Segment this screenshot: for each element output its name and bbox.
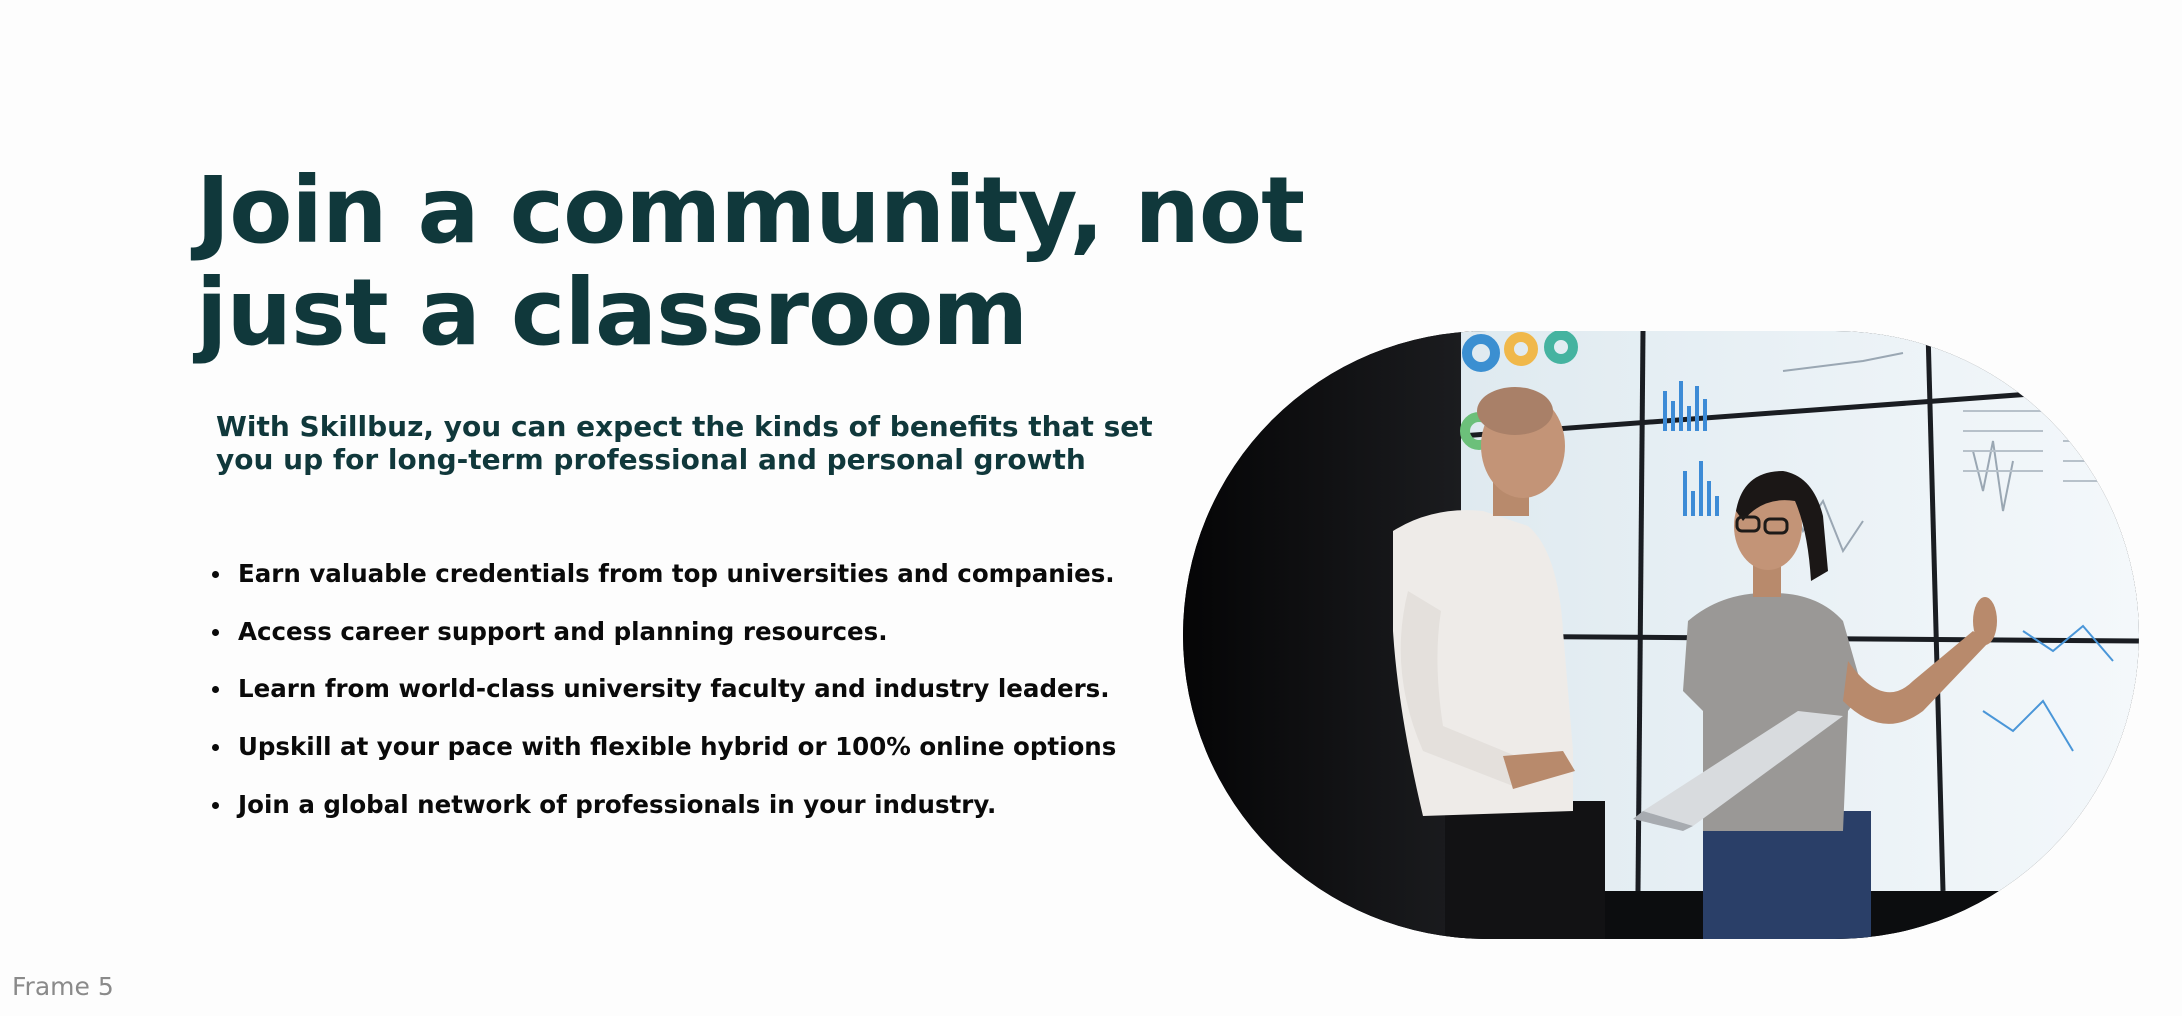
hero-photo [1183,331,2139,939]
laptop [1633,711,1843,831]
headline-line-2: just a classroom [196,259,1028,366]
benefit-item: Upskill at your pace with flexible hybri… [210,729,1210,787]
bullet-icon [212,628,219,636]
man-figure [1393,387,1605,939]
frame-label: Frame 5 [12,972,114,1001]
subtitle-line-1: With Skillbuz, you can expect the kinds … [216,410,1153,443]
bullet-icon [212,744,219,752]
benefit-text: Join a global network of professionals i… [238,789,997,819]
photo-illustration [1183,331,2139,939]
bullet-icon [212,571,219,578]
page-headline: Join a community, not just a classroom [196,160,1396,364]
benefit-item: Join a global network of professionals i… [210,787,1210,845]
benefit-text: Earn valuable credentials from top unive… [238,559,1115,588]
benefit-item: Learn from world-class university facult… [210,671,1210,729]
benefit-text: Upskill at your pace with flexible hybri… [238,732,1117,762]
benefit-text: Learn from world-class university facult… [238,674,1110,704]
benefit-item: Earn valuable credentials from top unive… [210,556,1210,614]
headline-line-1: Join a community, not [196,157,1305,264]
bullet-icon [212,801,219,809]
bullet-icon [212,686,219,694]
benefits-list: Earn valuable credentials from top unive… [210,556,1210,844]
subtitle-line-2: you up for long-term professional and pe… [216,443,1086,476]
page-subtitle: With Skillbuz, you can expect the kinds … [216,410,1216,476]
benefit-text: Access career support and planning resou… [238,616,888,646]
benefit-item: Access career support and planning resou… [210,614,1210,672]
